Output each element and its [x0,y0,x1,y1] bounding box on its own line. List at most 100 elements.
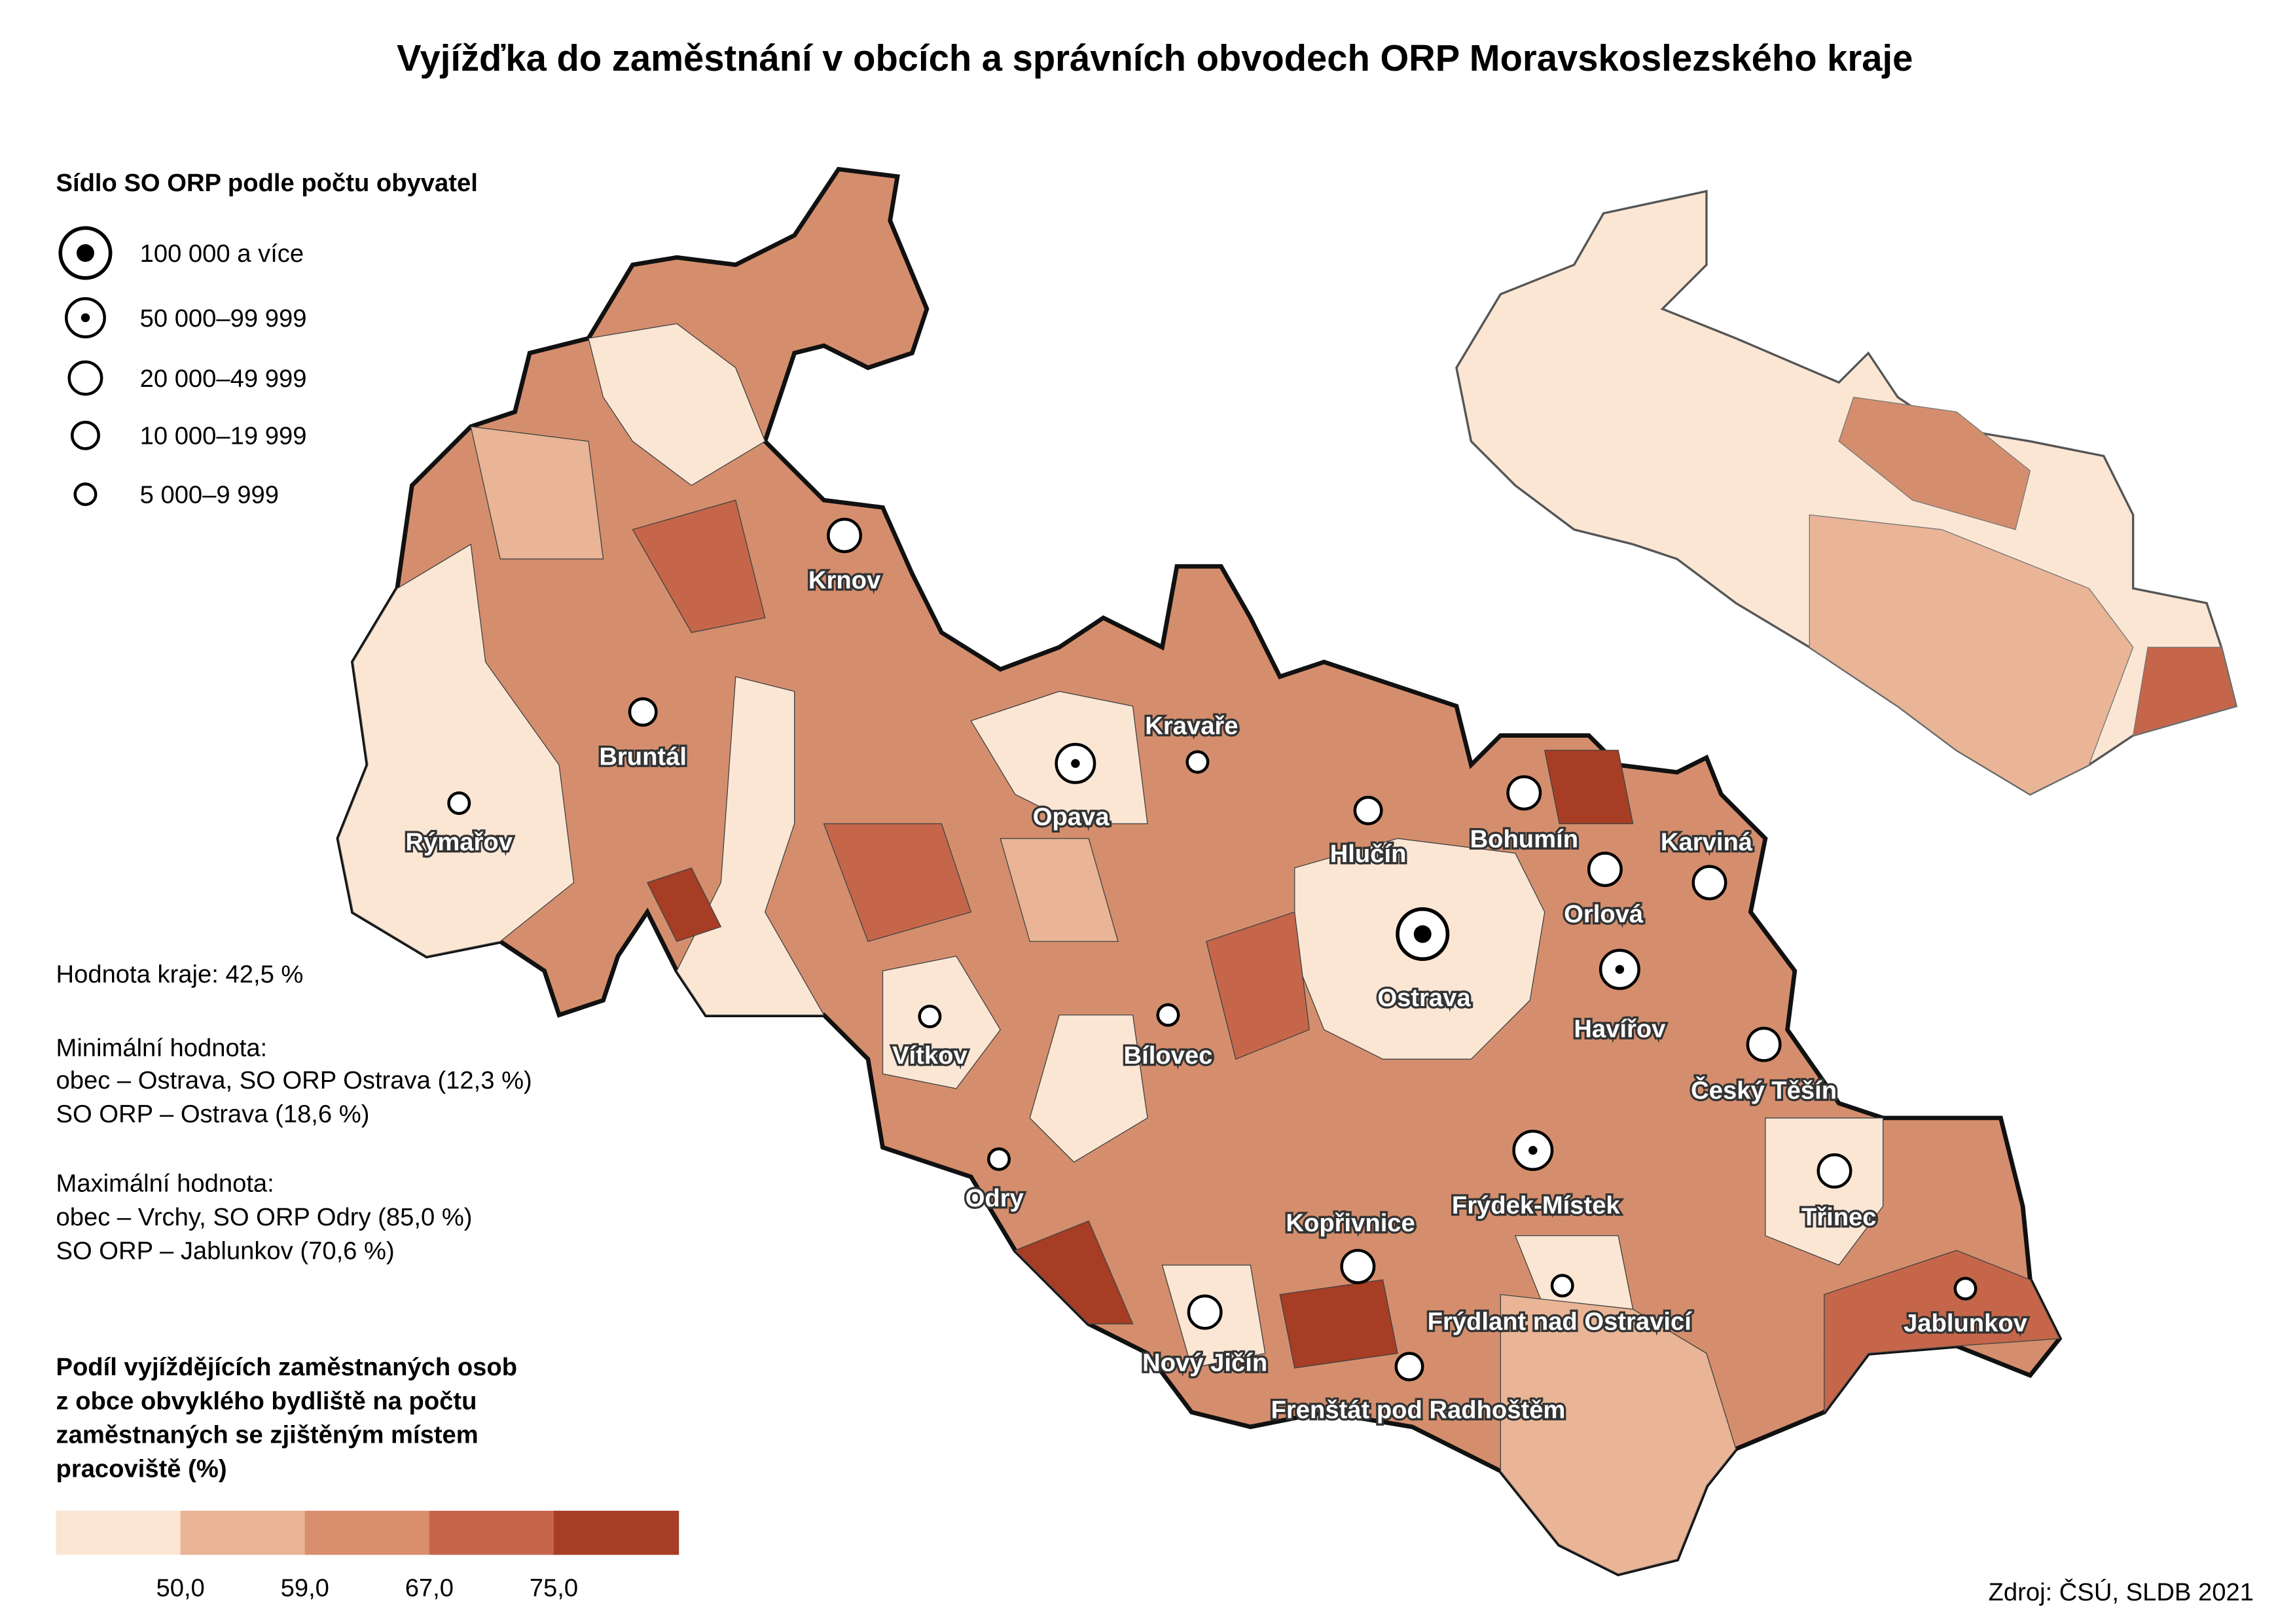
stat-line: obec – Vrchy, SO ORP Odry (85,0 %) [56,1203,473,1231]
source: Zdroj: ČSÚ, SLDB 2021 [1989,1578,2254,1606]
city-marker [1156,1003,1180,1027]
city-marker [1587,852,1623,888]
legend-swatch [56,1510,181,1555]
area-dark [646,867,722,943]
area-dark [1206,911,1310,1060]
area-mid [1000,838,1119,942]
area-light [1765,1117,1884,1266]
legend-tick-label: 67,0 [405,1574,454,1602]
area-mid [470,425,604,560]
city-label: Havířov [1574,1015,1666,1043]
stat-line: Maximální hodnota: [56,1169,274,1197]
title: Vyjížďka do zaměstnání v obcích a správn… [397,37,1913,79]
inset-map [1455,190,2238,796]
size-legend-label: 20 000–49 999 [140,365,307,393]
inset-area [1838,397,2031,530]
area-dark [632,499,766,634]
city-label: Ostrava [1377,984,1471,1012]
city-marker [1550,1274,1574,1298]
size-legend-label: 10 000–19 999 [140,422,307,450]
city-label: Frenštát pod Radhoštěm [1271,1396,1566,1424]
legend-tick-label: 75,0 [530,1574,578,1602]
city-label: Bílovec [1124,1041,1213,1070]
legend-swatch [553,1510,679,1555]
legend-swatch [180,1510,306,1555]
area-dark [823,823,972,943]
city-label: Kravaře [1145,712,1238,740]
color-legend-title: z obce obvyklého bydliště na počtu [56,1387,477,1415]
city-label: Karviná [1661,828,1753,856]
inset-area [2132,647,2237,736]
city-marker [1506,775,1542,811]
inset-area [1809,514,2134,795]
city-label: Rýmařov [406,828,513,856]
city-marker [918,1004,942,1028]
area-mid [1500,1293,1737,1575]
city-label: Krnov [808,566,881,594]
city-dot [1528,1146,1538,1155]
city-label: Český Těšín [1691,1075,1837,1105]
area-dark [1014,1220,1134,1325]
city-label: Bruntál [599,743,687,771]
city-label: Bohumín [1470,825,1578,853]
color-legend-title: zaměstnaných se zjištěným místem [56,1421,479,1449]
city-label: Vítkov [892,1041,967,1070]
stat-line: Minimální hodnota: [56,1034,268,1062]
city-label: Frýdek-Místek [1452,1191,1621,1219]
size-legend-label: 50 000–99 999 [140,304,307,333]
city-marker [1394,1352,1424,1382]
city-marker [628,697,658,727]
legend-tick-label: 59,0 [281,1574,329,1602]
cities: Krnov Bruntál Rýmařov Opava Kravaře Hlučín Boh… [403,518,2030,1426]
stats: Hodnota kraje: 42,5 % Minimální hodnota: o… [56,960,532,1265]
size-legend-label: 100 000 a více [140,240,304,268]
stat-line: obec – Ostrava, SO ORP Ostrava (12,3 %) [56,1066,532,1094]
area-dark [1279,1279,1398,1369]
area-dark [1824,1250,2061,1414]
city-dot [76,244,94,262]
city-dot [1413,925,1432,943]
stat-line: Hodnota kraje: 42,5 % [56,960,304,988]
city-label: Třinec [1801,1203,1877,1231]
legend-swatch [429,1510,555,1555]
main-map [336,166,2063,1577]
city-marker [1187,1294,1223,1330]
area-light [588,323,766,486]
city-marker [73,482,98,507]
legend-swatch [304,1510,431,1555]
legend-tick-label: 50,0 [156,1574,204,1602]
city-marker [1746,1026,1782,1062]
city-label: Jablunkov [1904,1309,2028,1337]
city-marker [1816,1153,1852,1189]
city-marker [827,518,863,553]
city-label: Frýdlant nad Ostravicí [1428,1308,1693,1336]
city-marker [1353,795,1383,825]
area-dark [1544,749,1634,825]
city-marker [70,420,100,450]
stat-line: SO ORP – Jablunkov (70,6 %) [56,1237,395,1265]
city-label: Nový Jičín [1142,1348,1267,1377]
size-legend: 100 000 a více 50 000–99 999 20 000–49 999… [58,226,307,509]
city-label: Hlučín [1330,840,1407,868]
city-label: Orlová [1564,900,1644,928]
city-dot [81,313,90,323]
color-legend-title: Podíl vyjíždějících zaměstnaných osob [56,1353,518,1381]
city-dot [1615,965,1625,974]
city-marker [67,360,103,396]
color-legend: Podíl vyjíždějících zaměstnaných osob z o… [56,1353,679,1602]
city-label: Odry [966,1184,1024,1212]
area-light [338,543,575,957]
area-light [1029,1014,1148,1163]
color-legend-title: pracoviště (%) [56,1454,227,1483]
city-marker [447,791,471,815]
area-light [882,955,1002,1089]
city-label: Kopřivnice [1286,1209,1415,1237]
city-marker [1185,750,1210,774]
city-marker [1691,865,1727,901]
city-marker [1340,1248,1376,1284]
city-label: Opava [1033,803,1110,831]
size-legend-label: 5 000–9 999 [140,481,279,509]
city-marker [1953,1276,1978,1301]
size-legend-title: Sídlo SO ORP podle počtu obyvatel [56,169,478,197]
